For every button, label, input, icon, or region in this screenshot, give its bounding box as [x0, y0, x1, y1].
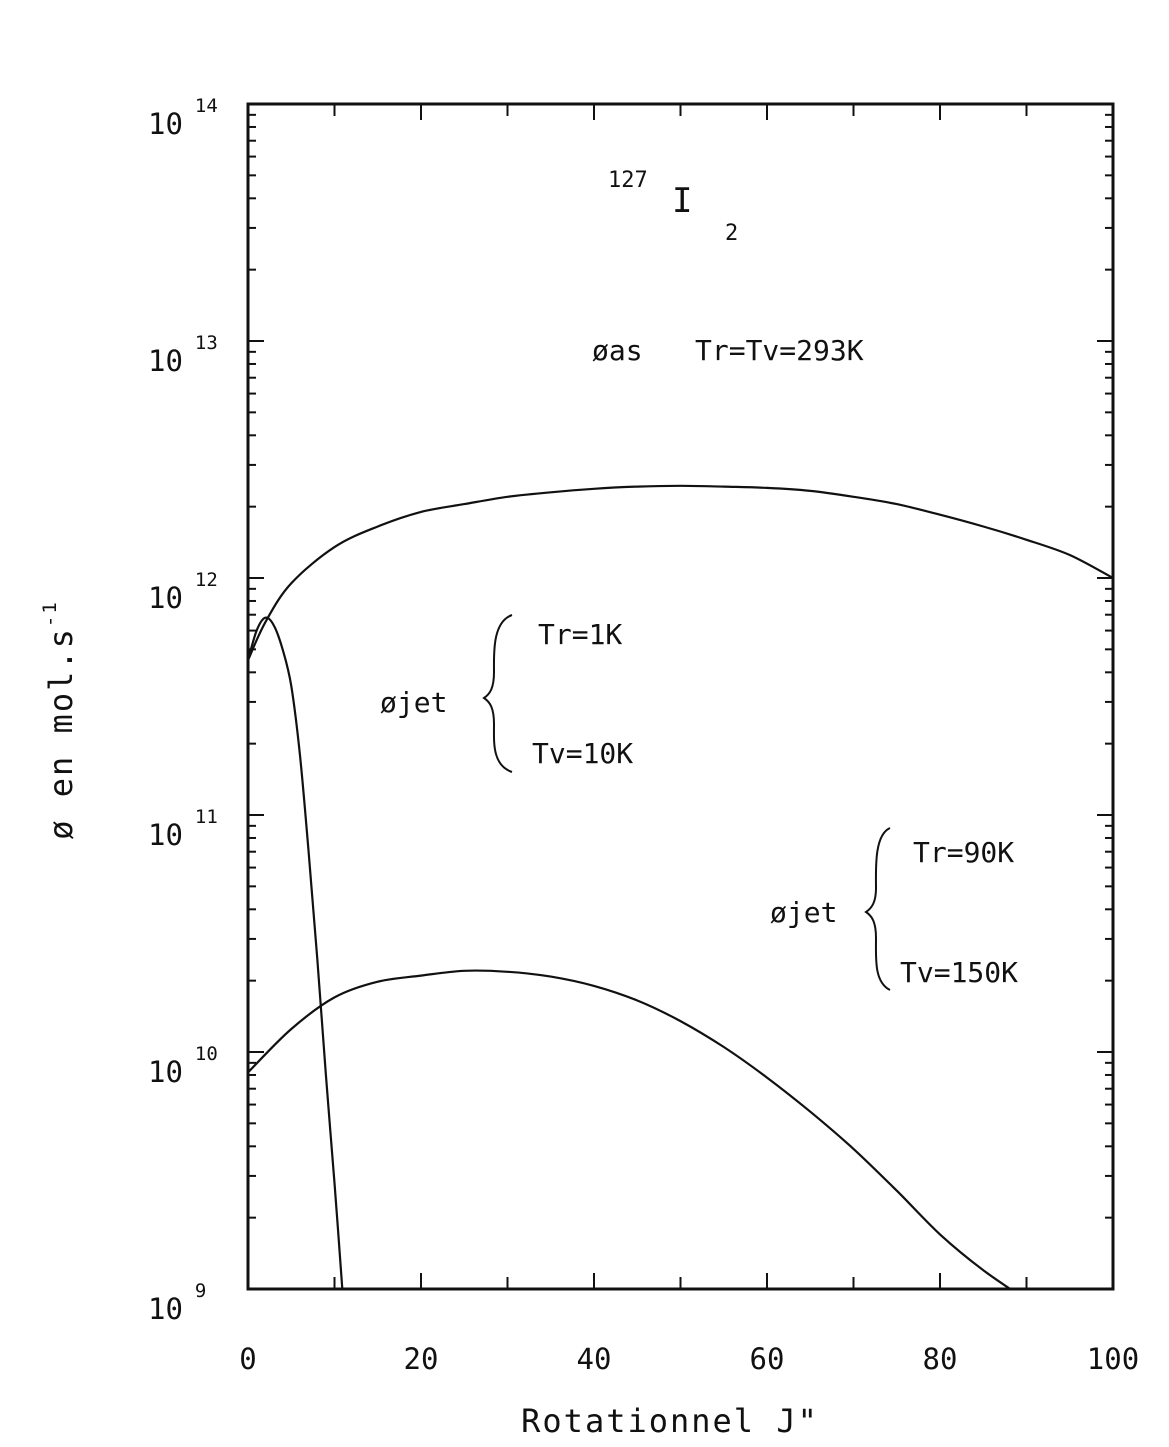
x-tick-label: 20	[404, 1342, 439, 1376]
x-tick-label: 100	[1087, 1342, 1139, 1376]
y-tick-label: 1010	[148, 1043, 218, 1089]
molecule-symbol: I	[672, 181, 692, 221]
x-tick-label: 0	[239, 1342, 256, 1376]
axis-ticks	[247, 103, 1114, 1290]
x-axis-label: Rotationnel J"	[521, 1402, 819, 1440]
y-tick-label: 1013	[148, 332, 218, 378]
y-tick-label: 1012	[148, 569, 218, 615]
y-tick-label: 1014	[148, 95, 218, 141]
y-tick-label: 1011	[148, 806, 218, 852]
jet2-label: øjet	[770, 896, 837, 929]
jet1-label: øjet	[380, 686, 447, 719]
y-axis-label-group: ø en mol.s-1	[39, 600, 80, 840]
y-tick-labels: 109 1010 1011 1012 1013 1014	[148, 95, 218, 1326]
temp-as-label: Tr=Tv=293K	[695, 334, 864, 367]
jet1-brace	[482, 614, 513, 773]
series-line-2	[248, 616, 344, 1289]
curves	[248, 484, 1113, 1289]
molecule-subscript: 2	[725, 221, 738, 246]
x-tick-label: 40	[577, 1342, 612, 1376]
jet1-tr: Tr=1K	[538, 618, 622, 651]
y-axis-label: ø en mol.s-1	[39, 600, 80, 840]
jet1-tv: Tv=10K	[532, 737, 633, 770]
molecule-mass: 127	[608, 168, 648, 193]
jet2-tv: Tv=150K	[900, 956, 1018, 989]
x-tick-labels: 0 20 40 60 80 100	[239, 1342, 1139, 1376]
series-line-1	[248, 484, 1113, 661]
jet2-tr: Tr=90K	[913, 836, 1014, 869]
x-tick-label: 60	[750, 1342, 785, 1376]
x-tick-label: 80	[923, 1342, 958, 1376]
flux-as-label: øas	[592, 334, 643, 367]
y-tick-label: 109	[148, 1280, 206, 1326]
plot-frame	[246, 102, 1115, 1291]
series-line-3	[248, 969, 1013, 1289]
jet2-brace	[864, 827, 891, 991]
